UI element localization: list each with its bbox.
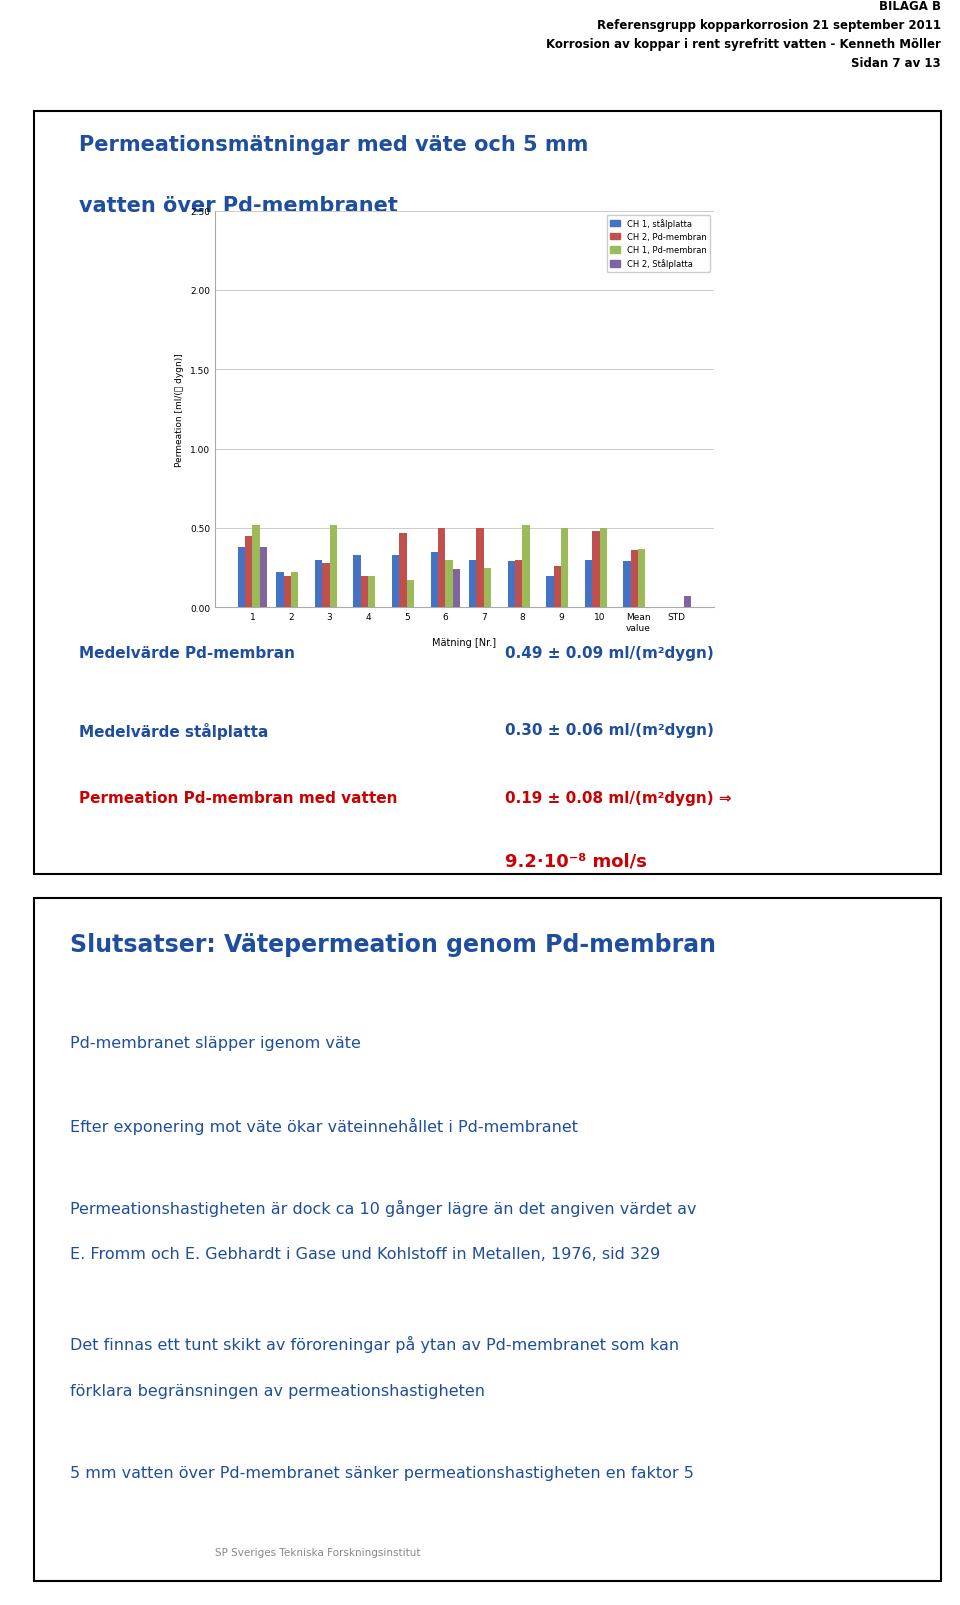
Bar [260,547,267,608]
Bar [592,531,599,608]
Text: Permeation Pd-membran med vatten: Permeation Pd-membran med vatten [79,791,397,806]
FancyBboxPatch shape [34,899,941,1581]
Bar [684,597,691,608]
Bar [623,562,631,608]
Text: Medelvärde stålplatta: Medelvärde stålplatta [79,722,269,740]
Text: Efter exponering mot väte ökar väteinnehållet i Pd-membranet: Efter exponering mot väte ökar väteinneh… [70,1117,578,1135]
X-axis label: Mätning [Nr.]: Mätning [Nr.] [432,637,496,648]
Bar [522,525,530,608]
Y-axis label: Permeation [ml/(㎡ dygn)]: Permeation [ml/(㎡ dygn)] [176,353,184,467]
Text: SP Sveriges Tekniska Forskningsinstitut: SP Sveriges Tekniska Forskningsinstitut [215,905,420,915]
Bar [484,568,492,608]
Bar [431,552,438,608]
Bar [283,576,291,608]
Bar [329,525,337,608]
Text: Permeationsmätningar med väte och 5 mm: Permeationsmätningar med väte och 5 mm [79,135,588,156]
Bar [469,560,476,608]
Bar [276,573,283,608]
Bar [561,528,568,608]
Text: Det finnas ett tunt skikt av föroreningar på ytan av Pd-membranet som kan: Det finnas ett tunt skikt av föroreninga… [70,1335,679,1353]
Bar [445,560,452,608]
Bar [516,560,522,608]
Bar [245,536,252,608]
Text: 9.2·10⁻⁸ mol/s: 9.2·10⁻⁸ mol/s [505,852,647,870]
Bar [407,581,414,608]
Bar [631,551,638,608]
Text: 5 mm vatten över Pd-membranet sänker permeationshastigheten en faktor 5: 5 mm vatten över Pd-membranet sänker per… [70,1465,694,1480]
Bar [252,525,260,608]
Bar [438,528,445,608]
Bar [546,576,554,608]
Text: SP Sveriges Tekniska Forskningsinstitut: SP Sveriges Tekniska Forskningsinstitut [215,1547,420,1557]
Bar [392,555,399,608]
Bar [323,563,329,608]
Bar [291,573,299,608]
Bar [599,528,607,608]
Bar [315,560,323,608]
Bar [399,533,407,608]
Bar [476,528,484,608]
Text: vatten över Pd-membranet: vatten över Pd-membranet [79,196,397,217]
Text: Pd-membranet släpper igenom väte: Pd-membranet släpper igenom väte [70,1035,361,1050]
Text: Medelvärde Pd-membran: Medelvärde Pd-membran [79,645,295,661]
Bar [353,555,361,608]
Text: BILAGA B
Referensgrupp kopparkorrosion 21 september 2011
Korrosion av koppar i r: BILAGA B Referensgrupp kopparkorrosion 2… [546,0,941,71]
Bar [368,576,375,608]
Bar [452,570,460,608]
Bar [238,547,245,608]
Text: Slutsatser: Vätepermeation genom Pd-membran: Slutsatser: Vätepermeation genom Pd-memb… [70,933,716,957]
Text: 0.19 ± 0.08 ml/(m²dygn) ⇒: 0.19 ± 0.08 ml/(m²dygn) ⇒ [505,791,732,806]
Text: 0.30 ± 0.06 ml/(m²dygn): 0.30 ± 0.06 ml/(m²dygn) [505,722,714,737]
Text: Permeationshastigheten är dock ca 10 gånger lägre än det angiven värdet av: Permeationshastigheten är dock ca 10 gån… [70,1199,696,1217]
FancyBboxPatch shape [34,112,941,875]
Bar [361,576,368,608]
Bar [508,562,516,608]
Bar [638,549,645,608]
Bar [554,567,561,608]
Legend: CH 1, stålplatta, CH 2, Pd-membran, CH 1, Pd-membran, CH 2, Stålplatta: CH 1, stålplatta, CH 2, Pd-membran, CH 1… [607,215,709,273]
Text: 0.49 ± 0.09 ml/(m²dygn): 0.49 ± 0.09 ml/(m²dygn) [505,645,714,661]
Bar [585,560,592,608]
Text: förklara begränsningen av permeationshastigheten: förklara begränsningen av permeationshas… [70,1384,485,1398]
Text: E. Fromm och E. Gebhardt i Gase und Kohlstoff in Metallen, 1976, sid 329: E. Fromm och E. Gebhardt i Gase und Kohl… [70,1247,660,1262]
